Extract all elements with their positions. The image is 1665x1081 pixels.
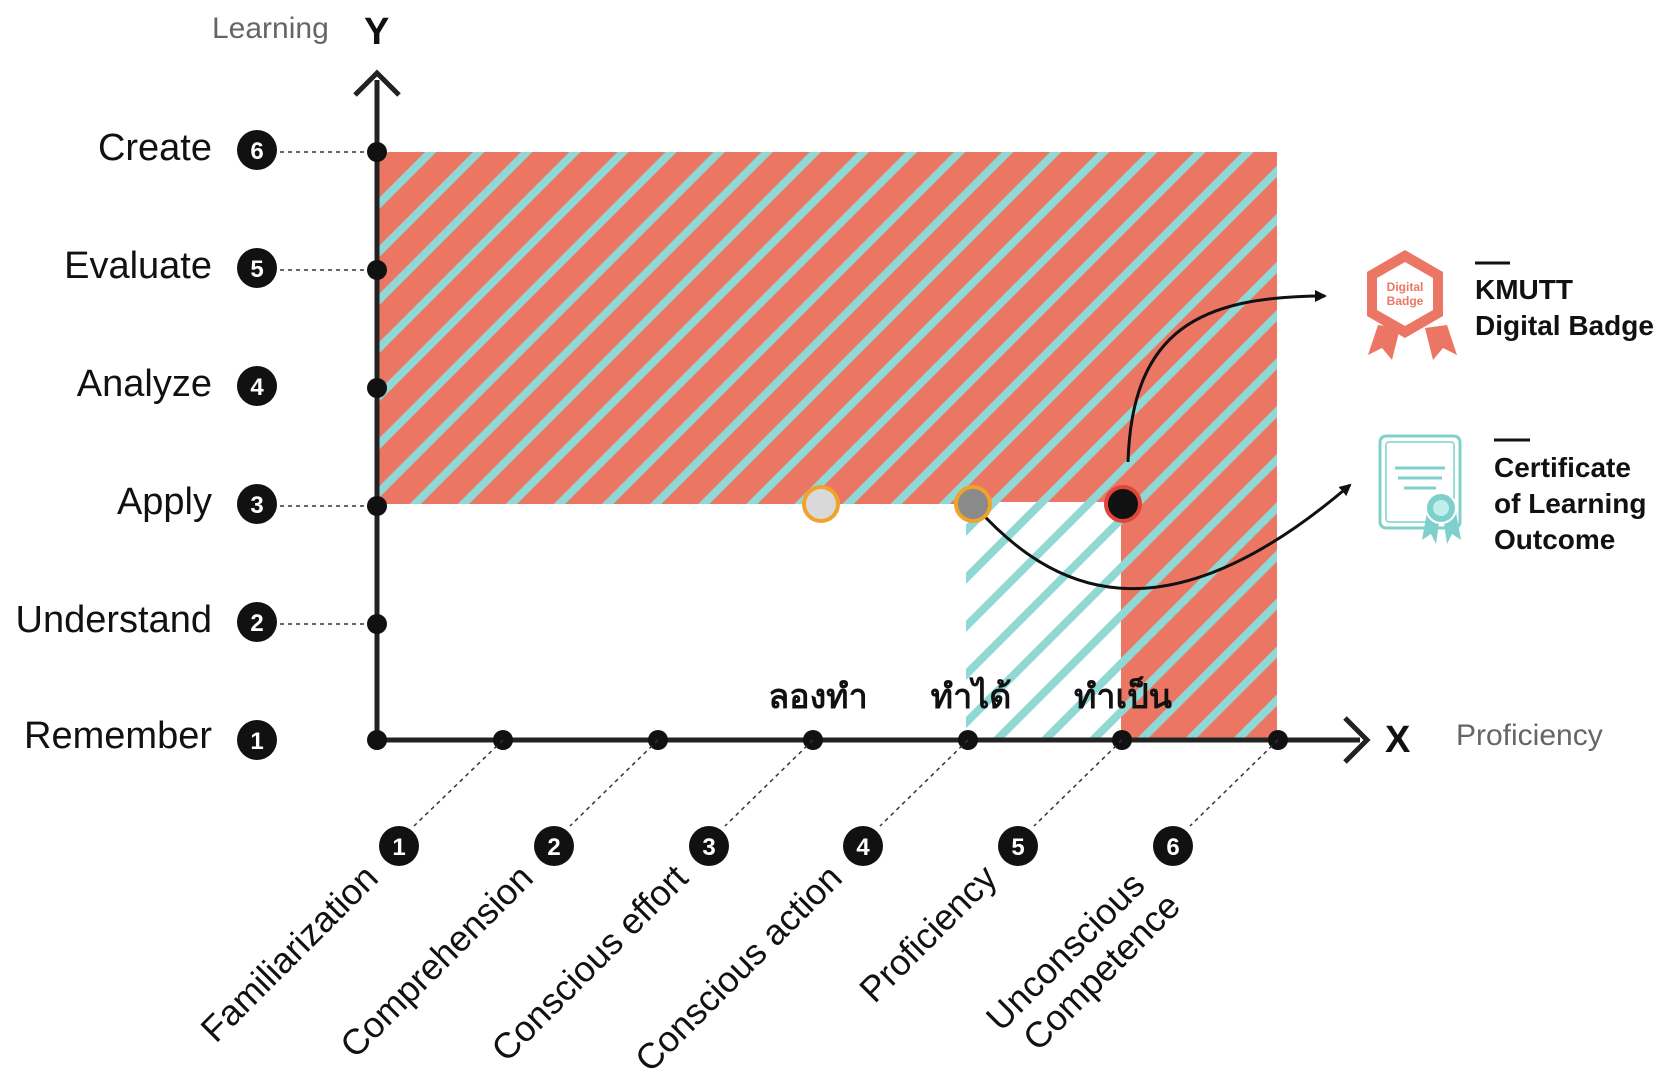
- y-level-number-badge: [237, 720, 277, 760]
- y-level-number-badge: [237, 366, 277, 406]
- y-level-tick: [367, 378, 387, 398]
- y-level-number: 4: [250, 374, 264, 401]
- marker-proficient: ทำเป็น: [1074, 485, 1172, 716]
- x-axis-letter: X: [1385, 719, 1411, 761]
- x-level-number-badge: [534, 826, 574, 866]
- x-level-number-badge: [689, 826, 729, 866]
- y-axis-name: Learning: [212, 12, 329, 45]
- y-level-number: 2: [250, 610, 263, 637]
- x-level-label-line: Proficiency: [851, 857, 1004, 1010]
- markers: ลองทำ ทำได้ ทำเป็น: [768, 485, 1172, 716]
- y-level-tick: [367, 260, 387, 280]
- outcome-label: KMUTT: [1475, 274, 1573, 305]
- x-level-label: Unconscious Competence: [978, 857, 1188, 1067]
- x-level-leader-line: [413, 739, 504, 827]
- y-axis-letter: Y: [364, 11, 389, 53]
- outcome-label: Certificate: [1494, 452, 1631, 483]
- y-level-tick: [367, 142, 387, 162]
- x-level-label: Proficiency: [851, 857, 1004, 1010]
- certificate-icon: [1378, 434, 1462, 544]
- x-level-number-badge: [998, 826, 1038, 866]
- y-level-label: Remember: [24, 715, 212, 757]
- digital-badge-icon-text: Digital: [1387, 280, 1424, 294]
- x-level-number: 3: [702, 834, 715, 861]
- marker-point: [802, 485, 840, 523]
- x-level-4: 4 Conscious action: [627, 730, 978, 1080]
- y-level-number: 6: [250, 138, 263, 165]
- x-level-leader-line: [569, 739, 659, 827]
- y-level-label: Evaluate: [64, 245, 212, 287]
- digital-badge-icon-text: Badge: [1387, 294, 1424, 308]
- y-level-label: Understand: [16, 599, 212, 641]
- y-level-6: Create 6: [98, 127, 387, 170]
- x-axis-name: Proficiency: [1456, 719, 1603, 752]
- region-apply-to-create: [375, 152, 1277, 504]
- region-proficiency-band: [966, 502, 1121, 738]
- x-level-number: 5: [1011, 834, 1024, 861]
- outcome-certificate: Certificate of Learning Outcome: [1378, 434, 1646, 555]
- y-level-3: Apply 3: [117, 481, 387, 524]
- arrow-to-certificate: [973, 483, 1352, 591]
- x-level-number: 6: [1166, 834, 1179, 861]
- y-level-number: 5: [250, 256, 263, 283]
- x-level-number-badge: [843, 826, 883, 866]
- outcome-label: Outcome: [1494, 524, 1615, 555]
- marker-try: ลองทำ: [768, 485, 868, 716]
- y-level-tick: [367, 614, 387, 634]
- x-level-number: 1: [392, 834, 405, 861]
- x-level-leader-line: [879, 739, 969, 827]
- y-level-5: Evaluate 5: [64, 245, 387, 288]
- x-level-number-badge: [379, 826, 419, 866]
- y-level-4: Analyze 4: [77, 363, 387, 406]
- x-level-2: 2 Comprehension: [332, 730, 668, 1065]
- y-level-label: Analyze: [77, 363, 212, 405]
- x-axis-arrowhead: [1343, 716, 1371, 764]
- outcome-label: of Learning: [1494, 488, 1646, 519]
- x-level-3: 3 Conscious effort: [483, 730, 823, 1069]
- y-level-1: Remember 1: [24, 715, 277, 760]
- x-level-number: 4: [856, 834, 870, 861]
- arrow-to-digital-badge: [1126, 290, 1327, 463]
- marker-point: [954, 485, 992, 523]
- x-levels: 1 Familiarization 2 Comprehension 3 Cons…: [193, 730, 1288, 1080]
- x-level-leader-line: [724, 739, 814, 827]
- y-level-number-badge: [237, 248, 277, 288]
- y-level-number-badge: [237, 602, 277, 642]
- y-axis-arrowhead: [353, 69, 401, 97]
- x-level-number: 2: [547, 834, 560, 861]
- y-levels: Remember 1 Understand 2 Apply 3 Analyze …: [16, 127, 387, 760]
- shaded-regions: [375, 152, 1277, 740]
- outcome-label: Digital Badge: [1475, 310, 1654, 341]
- marker-point: [1104, 485, 1142, 523]
- x-level-leader-line: [1033, 739, 1123, 827]
- y-level-number: 1: [250, 728, 263, 755]
- y-level-number-badge: [237, 130, 277, 170]
- region-unconscious-competence: [1121, 500, 1277, 740]
- outcome-arrows: [973, 290, 1352, 591]
- y-level-number-badge: [237, 484, 277, 524]
- marker-label: ลองทำ: [768, 678, 867, 716]
- x-level-leader-line: [1189, 739, 1279, 827]
- x-level-1: 1 Familiarization: [193, 730, 513, 1050]
- x-level-number-badge: [1153, 826, 1193, 866]
- marker-can-do: ทำได้: [931, 485, 1012, 716]
- marker-label: ทำได้: [931, 676, 1012, 716]
- digital-badge-icon: Digital Badge: [1367, 250, 1457, 360]
- x-level-6: 6 Unconscious Competence: [978, 730, 1288, 1067]
- y-level-tick: [367, 496, 387, 516]
- outcome-digital-badge: Digital Badge KMUTT Digital Badge: [1367, 250, 1654, 360]
- origin-point: [367, 730, 387, 750]
- y-level-label: Apply: [117, 481, 212, 523]
- marker-label: ทำเป็น: [1074, 675, 1172, 716]
- y-level-label: Create: [98, 127, 212, 169]
- y-level-2: Understand 2: [16, 599, 387, 642]
- y-level-number: 3: [250, 492, 263, 519]
